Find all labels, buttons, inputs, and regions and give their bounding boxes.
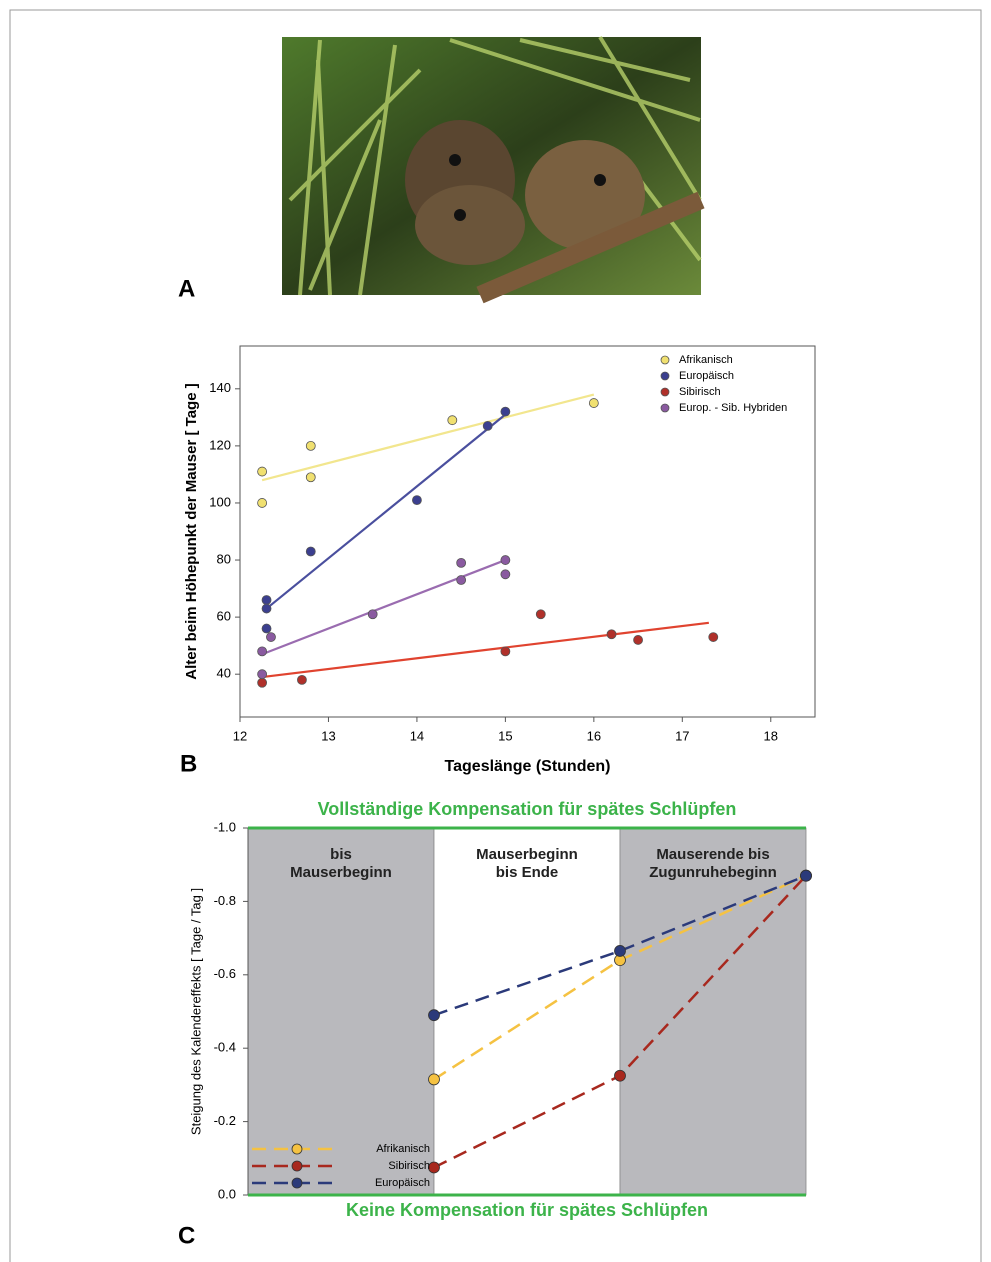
chick <box>415 185 525 265</box>
trend-line <box>261 621 709 679</box>
y-tick-label: -0.8 <box>214 893 236 908</box>
trend-line <box>265 413 507 610</box>
point <box>535 609 546 620</box>
x-tick-label: 13 <box>321 728 335 743</box>
point <box>428 1161 440 1174</box>
x-tick-label: 14 <box>410 728 424 743</box>
series-line <box>433 874 807 1017</box>
phase-band <box>433 827 621 1196</box>
eye <box>449 154 461 166</box>
point <box>257 677 268 688</box>
point <box>266 632 276 642</box>
chick <box>525 140 645 250</box>
phase-band <box>247 827 435 1196</box>
panel-label: B <box>180 750 197 777</box>
top-annotation: Vollständige Kompensation für spätes Sch… <box>318 799 737 819</box>
legend-label: Sibirisch <box>388 1160 430 1172</box>
panel-label: C <box>178 1222 195 1249</box>
y-tick-label: -0.6 <box>214 966 236 981</box>
y-tick-label: -0.2 <box>214 1113 236 1128</box>
legend-marker <box>660 371 670 381</box>
phase-label: Mauserende bis Zugunruhebeginn <box>649 846 777 881</box>
point <box>588 398 599 408</box>
y-tick-label: 40 <box>217 666 231 681</box>
point <box>500 646 511 657</box>
point <box>261 623 272 634</box>
legend-marker <box>291 1143 303 1155</box>
point <box>412 495 422 506</box>
legend-label: Europäisch <box>375 1177 430 1189</box>
y-tick-label: 100 <box>209 494 231 509</box>
frame <box>9 9 982 1262</box>
legend-marker <box>660 355 670 365</box>
legend-label: Europ. - Sib. Hybriden <box>679 402 787 414</box>
y-axis-title: Alter beim Höhepunkt der Mauser [ Tage ] <box>183 383 200 679</box>
point <box>428 1009 440 1022</box>
x-tick-label: 18 <box>764 728 778 743</box>
trend-line <box>261 559 506 656</box>
x-tick-label: 17 <box>675 728 689 743</box>
photo <box>282 35 705 304</box>
point <box>456 575 467 585</box>
point <box>257 669 268 680</box>
point <box>500 569 511 580</box>
point <box>257 466 268 477</box>
x-tick-label: 15 <box>498 728 512 743</box>
y-tick-label: 140 <box>209 380 231 395</box>
point <box>367 609 378 620</box>
point <box>305 440 316 451</box>
legend-label: Europäisch <box>679 370 734 382</box>
point <box>482 421 493 431</box>
y-tick-label: 0.0 <box>218 1186 236 1201</box>
point <box>257 498 268 508</box>
point <box>614 945 626 957</box>
legend-marker <box>660 403 670 413</box>
trend-line <box>261 393 595 482</box>
phase-band <box>619 827 807 1196</box>
point <box>257 646 268 657</box>
x-tick-label: 12 <box>233 728 247 743</box>
point <box>305 546 316 557</box>
y-tick-label: 60 <box>217 609 231 624</box>
y-axis-title: Steigung des Kalendereffekts [ Tage / Ta… <box>188 888 203 1135</box>
x-axis-title: Tageslänge (Stunden) <box>445 758 611 775</box>
point <box>261 595 272 605</box>
legend-label: Afrikanisch <box>376 1143 430 1155</box>
legend-label: Sibirisch <box>679 386 721 398</box>
point <box>800 869 812 882</box>
bottom-annotation: Keine Kompensation für spätes Schlüpfen <box>346 1200 708 1220</box>
y-tick-label: 80 <box>217 551 231 566</box>
legend-marker <box>291 1160 303 1172</box>
plot-area <box>239 345 816 718</box>
point <box>606 629 617 640</box>
y-tick-label: 120 <box>209 437 231 452</box>
point <box>261 603 272 614</box>
phase-label: Mauserbeginn bis Ende <box>476 846 578 881</box>
point <box>500 555 511 565</box>
eye <box>594 174 606 186</box>
y-tick-label: -0.4 <box>214 1040 236 1055</box>
panel-label: A <box>178 275 195 302</box>
point <box>456 557 467 568</box>
legend-marker <box>291 1177 303 1189</box>
point <box>305 472 316 483</box>
point <box>297 675 307 685</box>
y-tick-label: -1.0 <box>214 819 236 834</box>
phase-label: bis Mauserbeginn <box>290 846 392 881</box>
branch <box>476 191 705 304</box>
eye <box>454 209 466 221</box>
legend-marker <box>660 387 670 397</box>
point <box>708 632 719 642</box>
point <box>614 1069 626 1082</box>
point <box>428 1073 440 1086</box>
point <box>500 406 511 417</box>
point <box>633 635 643 645</box>
point <box>447 415 458 426</box>
x-tick-label: 16 <box>587 728 601 743</box>
legend-label: Afrikanisch <box>679 354 733 366</box>
